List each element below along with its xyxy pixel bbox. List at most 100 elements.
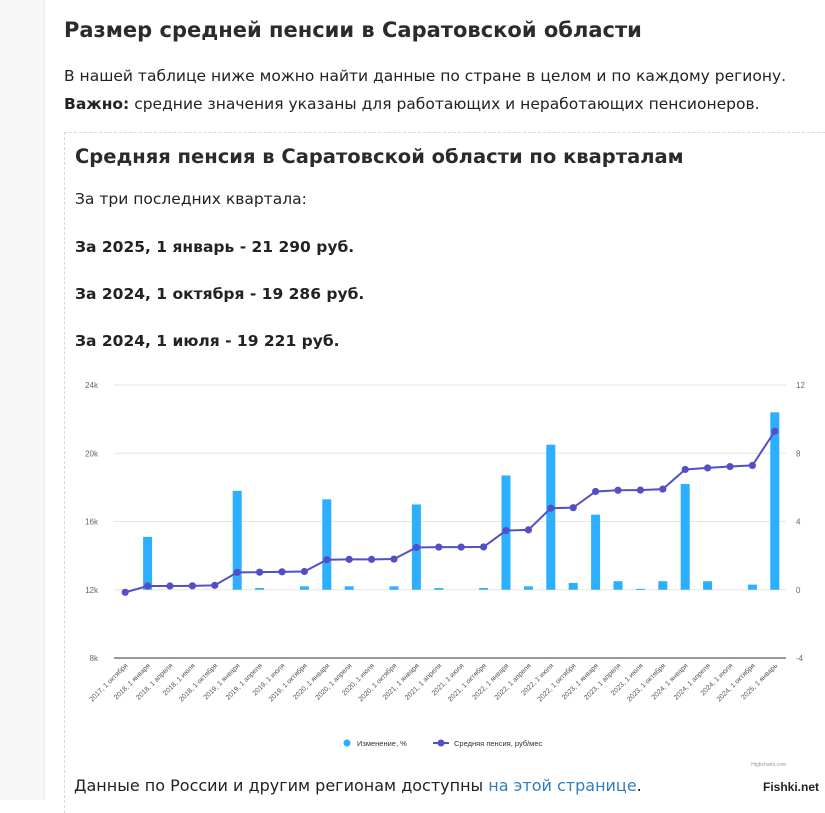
line-point [480, 543, 488, 551]
line-point [771, 427, 779, 435]
y-right-tick-label: 4 [796, 518, 801, 527]
line-path [124, 430, 776, 594]
line-point [368, 555, 376, 563]
x-tick-label: 2024, 1 октября [715, 662, 757, 704]
bar [299, 586, 309, 590]
line-point [547, 504, 555, 512]
bar [434, 588, 444, 590]
y-right-tick-label: 0 [796, 586, 801, 595]
line-point [323, 556, 331, 564]
bar [680, 483, 690, 590]
line-point [457, 543, 465, 551]
line-point [144, 582, 152, 590]
bar [770, 412, 780, 590]
bar [546, 444, 556, 590]
bar [613, 581, 623, 590]
bar-series [143, 412, 780, 590]
bar [635, 588, 645, 590]
intro-line-1: В нашей таблице ниже можно найти данные … [64, 67, 787, 85]
line-point [681, 465, 689, 474]
line-point [166, 582, 174, 590]
line-point [390, 555, 398, 563]
x-tick-label: 2021, 1 октября [446, 662, 488, 704]
bar [322, 499, 332, 590]
line-point [412, 543, 420, 552]
x-tick-label: 2019, 1 октября [267, 662, 309, 704]
y-left-tick-label: 12k [85, 586, 99, 595]
bar [255, 588, 265, 590]
bar [344, 586, 354, 590]
x-tick-label: 2017, 1 октября [88, 662, 130, 704]
legend-line-marker [437, 739, 445, 747]
intro-line-2: Важно: средние значения указаны для рабо… [64, 90, 804, 118]
intro-text: В нашей таблице ниже можно найти данные … [64, 62, 804, 118]
line-point [502, 526, 510, 535]
bar [479, 588, 489, 590]
line-point [592, 487, 600, 496]
chart-credit: Highcharts.com [751, 762, 786, 768]
y-left-tick-label: 24k [85, 381, 99, 390]
legend-line-label: Средняя пенсия, руб/мес [454, 739, 542, 748]
bar [523, 586, 533, 590]
bar [703, 581, 713, 590]
line-point [524, 526, 532, 534]
bar [232, 490, 242, 590]
y-left-tick-label: 8k [90, 654, 99, 663]
x-tick-label: 2023, 1 октября [626, 662, 668, 704]
bar [568, 582, 578, 590]
pension-card: Средняя пенсия в Саратовской области по … [64, 132, 825, 813]
line-point [435, 543, 443, 551]
watermark-logo: Fishki.net [762, 780, 819, 794]
line-point [211, 581, 219, 589]
bar [591, 514, 601, 590]
chart-grid [114, 384, 786, 659]
line-point [278, 568, 286, 576]
line-point [188, 582, 196, 590]
bar [143, 536, 153, 590]
y-right-tick-label: 12 [796, 381, 805, 390]
bar [747, 584, 757, 590]
card-subtitle: За три последних квартала: [75, 190, 307, 208]
intro-line-2-text: средние значения указаны для работающих … [129, 95, 760, 113]
line-point [726, 462, 734, 471]
stat-line: За 2024, 1 октября - 19 286 руб. [75, 285, 365, 303]
left-sidebar-strip [0, 0, 45, 800]
line-point [748, 461, 757, 470]
line-point [569, 504, 577, 512]
line-point [614, 486, 622, 494]
page-title: Размер средней пенсии в Саратовской обла… [64, 18, 642, 42]
intro-bold-label: Важно: [64, 95, 130, 113]
x-tick-label: 2020, 1 октября [357, 662, 399, 704]
footer-text: Данные по России и другим регионам досту… [74, 776, 642, 795]
y-axis-left: 8k 12k 16k 20k 24k [85, 381, 99, 663]
legend-bar-swatch [343, 739, 351, 747]
y-right-tick-label: 8 [796, 449, 801, 458]
x-tick-label: 2018, 1 октября [178, 662, 220, 704]
x-tick-label: 2022, 1 октября [536, 662, 578, 704]
footer-end: . [636, 776, 642, 795]
legend-bar-label: Изменение, % [357, 739, 407, 748]
footer-link[interactable]: на этой странице [488, 776, 637, 795]
stat-line: За 2025, 1 январь - 21 290 руб. [75, 238, 355, 256]
bar [389, 586, 399, 590]
stat-line: За 2024, 1 июля - 19 221 руб. [75, 332, 340, 350]
line-series [121, 427, 779, 596]
chart-legend: Изменение, % Средняя пенсия, руб/мес [343, 739, 542, 748]
y-right-tick-label: -4 [796, 654, 804, 663]
y-left-tick-label: 20k [85, 449, 99, 458]
y-left-tick-label: 16k [85, 518, 99, 527]
line-point [233, 568, 241, 576]
line-point [704, 464, 712, 472]
line-point [659, 485, 667, 493]
line-point [300, 567, 308, 576]
bar [658, 581, 668, 590]
line-point [636, 486, 645, 494]
line-point [256, 568, 264, 576]
line-point [121, 588, 129, 596]
y-axis-right: -4 0 4 8 12 [796, 381, 805, 663]
footer-label: Данные по России и другим регионам досту… [74, 776, 489, 795]
card-title: Средняя пенсия в Саратовской области по … [75, 145, 684, 168]
line-point [345, 555, 353, 563]
